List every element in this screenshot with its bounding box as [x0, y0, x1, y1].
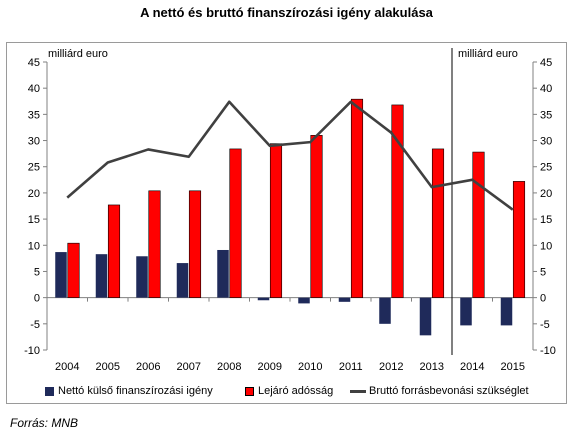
- legend-swatch-netto: [45, 387, 54, 396]
- line-series: [66, 100, 514, 211]
- right-tick-label: 20: [540, 188, 552, 200]
- bar-lejaro: [310, 135, 323, 298]
- plot-frame: [6, 42, 567, 404]
- line-brutto: [66, 100, 514, 211]
- right-tick-label: 0: [540, 293, 546, 305]
- bar-lejaro: [391, 104, 404, 298]
- x-tick-label: 2012: [379, 361, 403, 373]
- x-tick-label: 2009: [258, 361, 282, 373]
- bar-netto: [176, 263, 189, 298]
- bar-netto: [257, 297, 270, 301]
- x-tick-label: 2014: [460, 361, 484, 373]
- x-tick-label: 2013: [420, 361, 444, 373]
- bar-netto: [338, 297, 351, 302]
- right-tick-label: 35: [540, 109, 552, 121]
- left-tick-label: 15: [28, 214, 40, 226]
- right-tick-label: 30: [540, 136, 552, 148]
- axes: -10 -10 -5 -5 0 0 5 5 10 10 15 15 20 20 25 25 30 30 35 35 40…: [24, 48, 556, 373]
- bar-lejaro: [472, 151, 485, 298]
- legend-line-brutto: [350, 390, 366, 393]
- bar-lejaro: [350, 98, 364, 298]
- right-tick-label: 40: [540, 83, 552, 95]
- bar-netto: [95, 254, 108, 298]
- bar-netto: [217, 249, 229, 298]
- x-tick-label: 2008: [217, 361, 241, 373]
- bar-netto: [136, 256, 148, 298]
- left-tick-label: 25: [28, 162, 40, 174]
- x-tick-label: 2011: [339, 361, 363, 373]
- right-tick-label: -10: [540, 345, 556, 357]
- right-tick-label: 25: [540, 162, 552, 174]
- right-unit-label: milliárd euro: [458, 48, 518, 60]
- x-tick-label: 2015: [501, 361, 525, 373]
- bar-lejaro: [188, 190, 202, 298]
- chart-title: A nettó és bruttó finanszírozási igény a…: [140, 5, 433, 20]
- x-tick-label: 2006: [136, 361, 160, 373]
- left-tick-label: 35: [28, 109, 40, 121]
- left-tick-label: 20: [28, 188, 40, 200]
- bar-lejaro: [148, 190, 161, 298]
- bar-netto: [379, 297, 391, 324]
- legend: Nettó külső finanszírozási igény Lejáró …: [0, 384, 573, 400]
- legend-label-lejaro: Lejáró adósság: [258, 385, 334, 397]
- x-tick-label: 2005: [96, 361, 120, 373]
- bar-lejaro: [229, 148, 242, 298]
- legend-label-netto: Nettó külső finanszírozási igény: [58, 385, 213, 397]
- legend-swatch-lejaro: [245, 387, 254, 396]
- right-tick-label: 45: [540, 57, 552, 69]
- left-tick-label: -10: [24, 345, 40, 357]
- left-tick-label: 5: [34, 266, 40, 278]
- bar-lejaro: [269, 143, 283, 298]
- left-tick-label: 0: [34, 293, 40, 305]
- legend-label-brutto: Bruttó forrásbevonási szükséglet: [369, 385, 529, 397]
- left-tick-label: 40: [28, 83, 40, 95]
- right-tick-label: -5: [540, 319, 550, 331]
- left-tick-label: 10: [28, 240, 40, 252]
- bar-netto: [298, 297, 310, 304]
- right-tick-label: 5: [540, 266, 546, 278]
- right-tick-label: 10: [540, 240, 552, 252]
- right-tick-label: 15: [540, 214, 552, 226]
- left-tick-label: -5: [30, 319, 40, 331]
- x-tick-label: 2007: [177, 361, 201, 373]
- bar-lejaro: [67, 242, 80, 298]
- bar-lejaro: [107, 204, 121, 298]
- left-tick-label: 45: [28, 57, 40, 69]
- x-tick-label: 2010: [298, 361, 322, 373]
- bar-netto: [419, 297, 432, 336]
- bars: [55, 98, 526, 336]
- bar-lejaro: [431, 148, 445, 298]
- left-unit-label: milliárd euro: [48, 48, 108, 60]
- bar-netto: [500, 297, 513, 326]
- source-note: Forrás: MNB: [10, 416, 79, 430]
- bar-lejaro: [512, 181, 526, 298]
- bar-netto: [55, 252, 67, 298]
- left-tick-label: 30: [28, 136, 40, 148]
- bar-netto: [460, 297, 472, 326]
- x-tick-label: 2004: [55, 361, 79, 373]
